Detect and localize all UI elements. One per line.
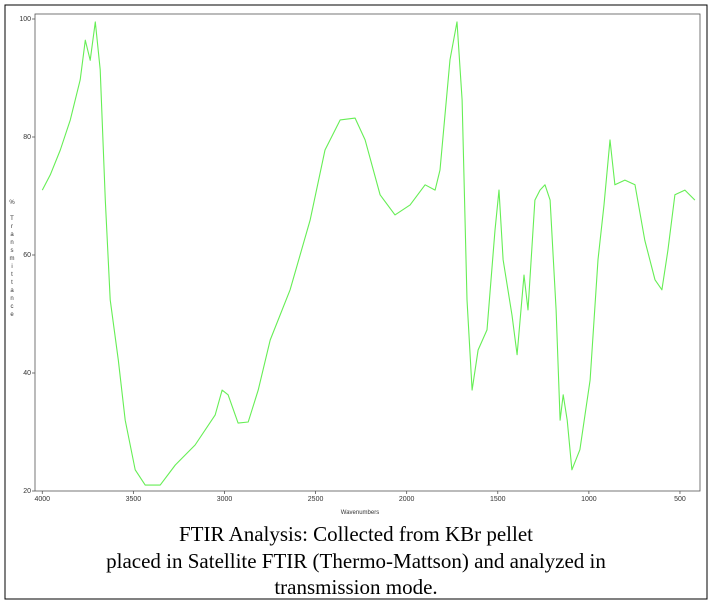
y-tick-label: 60 [23, 252, 31, 259]
plot-area [34, 13, 701, 492]
x-tick-label: 1000 [581, 496, 597, 503]
x-tick-label: 1500 [490, 496, 506, 503]
x-tick-label: 3000 [217, 496, 233, 503]
spectrum-line [41, 21, 696, 486]
frame [4, 4, 708, 600]
caption-line: FTIR Analysis: Collected from KBr pellet [179, 522, 533, 546]
y-tick-label: 20 [23, 488, 31, 495]
y-tick-label: 80 [23, 134, 31, 141]
x-tick-label: 2000 [399, 496, 415, 503]
x-axis-label: Wavenumbers [341, 510, 379, 516]
caption-line: transmission mode. [274, 575, 437, 599]
x-tick-label: 3500 [126, 496, 142, 503]
y-tick-label: 40 [23, 370, 31, 377]
x-tick-label: 500 [674, 496, 686, 503]
x-tick-label: 2500 [308, 496, 324, 503]
y-axis-label: % Transmittance [9, 200, 15, 320]
x-tick-label: 4000 [34, 496, 50, 503]
y-tick-label: 100 [19, 16, 31, 23]
caption-line: placed in Satellite FTIR (Thermo-Mattson… [106, 549, 606, 573]
